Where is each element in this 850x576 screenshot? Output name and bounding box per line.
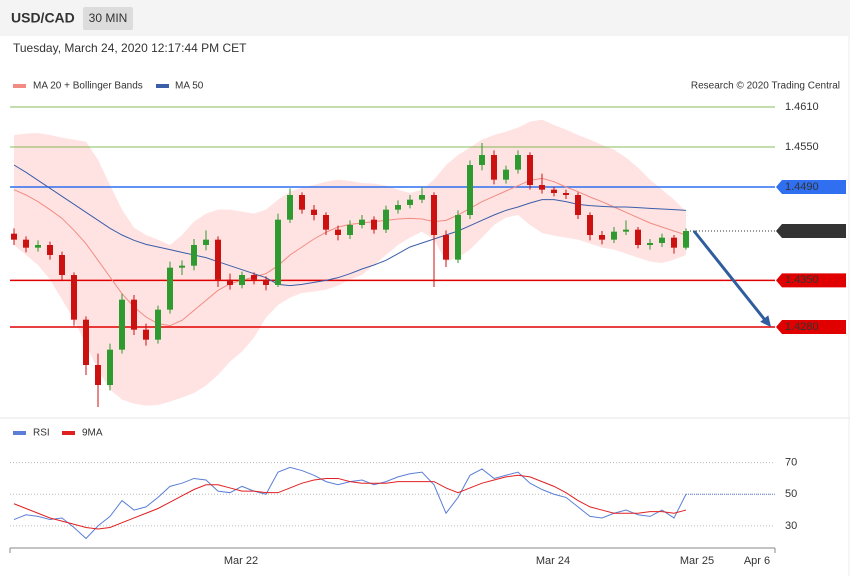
candle-body bbox=[623, 229, 629, 232]
candle-body bbox=[479, 155, 485, 165]
candle-body bbox=[539, 185, 545, 190]
level-label: 1.4610 bbox=[785, 101, 819, 113]
candle-body bbox=[371, 219, 377, 230]
level-label-box bbox=[776, 273, 846, 288]
candle-body bbox=[659, 237, 665, 243]
y-tick-label: 50 bbox=[785, 488, 797, 500]
candle-body bbox=[611, 231, 617, 240]
level-label-box bbox=[776, 224, 846, 238]
candle-body bbox=[299, 195, 305, 210]
candle-body bbox=[359, 219, 365, 225]
candle-body bbox=[515, 155, 521, 170]
candle-body bbox=[71, 275, 77, 320]
candle-body bbox=[191, 245, 197, 266]
candle-body bbox=[23, 239, 29, 248]
x-tick-label: Mar 24 bbox=[536, 555, 570, 567]
candle-body bbox=[251, 275, 257, 280]
candle-body bbox=[575, 195, 581, 215]
candle-body bbox=[47, 245, 53, 255]
candle-body bbox=[143, 329, 149, 340]
candle-body bbox=[683, 231, 689, 248]
legend-label: RSI bbox=[33, 428, 50, 439]
candle-body bbox=[419, 195, 425, 200]
candle-body bbox=[167, 267, 173, 310]
candle-body bbox=[179, 265, 185, 268]
symbol: USD/CAD bbox=[11, 10, 75, 26]
legend-label: MA 20 + Bollinger Bands bbox=[33, 81, 143, 92]
candle-body bbox=[491, 155, 497, 180]
candle-body bbox=[635, 229, 641, 245]
x-tick-label: Mar 22 bbox=[224, 555, 258, 567]
candle-body bbox=[323, 215, 329, 230]
candle-body bbox=[155, 309, 161, 340]
candle-body bbox=[11, 233, 17, 240]
candle-body bbox=[107, 349, 113, 385]
legend-swatch bbox=[156, 84, 169, 88]
candle-body bbox=[335, 229, 341, 235]
candle-body bbox=[347, 225, 353, 235]
legend-label: MA 50 bbox=[175, 81, 204, 92]
level-label: 1.4424 bbox=[785, 225, 819, 237]
candle-body bbox=[431, 195, 437, 235]
candle-body bbox=[311, 209, 317, 215]
candle-body bbox=[455, 215, 461, 260]
candle-body bbox=[671, 237, 677, 248]
level-label-box bbox=[776, 320, 846, 334]
bollinger-band bbox=[14, 119, 686, 406]
candle-body bbox=[215, 239, 221, 280]
source: Research © 2020 Trading Central bbox=[691, 81, 840, 92]
candle-body bbox=[227, 279, 233, 285]
level-label: 1.4350 bbox=[785, 274, 819, 286]
candle-body bbox=[275, 219, 281, 285]
candle-body bbox=[95, 365, 101, 385]
candle-body bbox=[647, 243, 653, 245]
candle-body bbox=[599, 235, 605, 240]
candle-body bbox=[467, 165, 473, 215]
timeframe-box bbox=[83, 7, 133, 30]
candle-body bbox=[287, 195, 293, 220]
candle-body bbox=[239, 275, 245, 285]
candle-body bbox=[83, 319, 89, 365]
candle-body bbox=[527, 155, 533, 185]
x-tick-label: Mar 25 bbox=[680, 555, 714, 567]
candle-body bbox=[131, 299, 137, 330]
level-label: 1.4280 bbox=[785, 321, 819, 333]
candle-body bbox=[203, 239, 209, 245]
candle-body bbox=[443, 235, 449, 260]
legend-swatch bbox=[13, 84, 26, 88]
candle-body bbox=[59, 255, 65, 275]
indicator-line bbox=[13, 466, 687, 540]
candle-body bbox=[407, 199, 413, 205]
forecast-arrow bbox=[692, 230, 767, 321]
candle-body bbox=[395, 205, 401, 210]
candle-body bbox=[119, 299, 125, 350]
ma-line bbox=[13, 164, 687, 287]
indicator-line bbox=[13, 474, 687, 530]
x-tick-label: Apr 6 bbox=[744, 555, 770, 567]
header-bar bbox=[0, 0, 850, 36]
legend-swatch bbox=[62, 431, 75, 435]
forecast-arrow-head bbox=[760, 315, 771, 327]
candle-body bbox=[503, 169, 509, 180]
candle-body bbox=[383, 209, 389, 230]
level-label: 1.4550 bbox=[785, 141, 819, 153]
legend-swatch bbox=[13, 431, 26, 435]
timestamp: Tuesday, March 24, 2020 12:17:44 PM CET bbox=[13, 41, 247, 55]
level-label-box bbox=[776, 180, 846, 194]
candle-body bbox=[35, 245, 41, 248]
y-tick-label: 70 bbox=[785, 457, 797, 469]
candle-body bbox=[263, 279, 269, 285]
candle-body bbox=[587, 215, 593, 235]
candle-body bbox=[551, 189, 557, 193]
y-tick-label: 30 bbox=[785, 520, 797, 532]
timeframe: 30 MIN bbox=[89, 11, 128, 25]
level-label: 1.4490 bbox=[785, 181, 819, 193]
legend-label: 9MA bbox=[82, 428, 103, 439]
candle-body bbox=[563, 193, 569, 195]
